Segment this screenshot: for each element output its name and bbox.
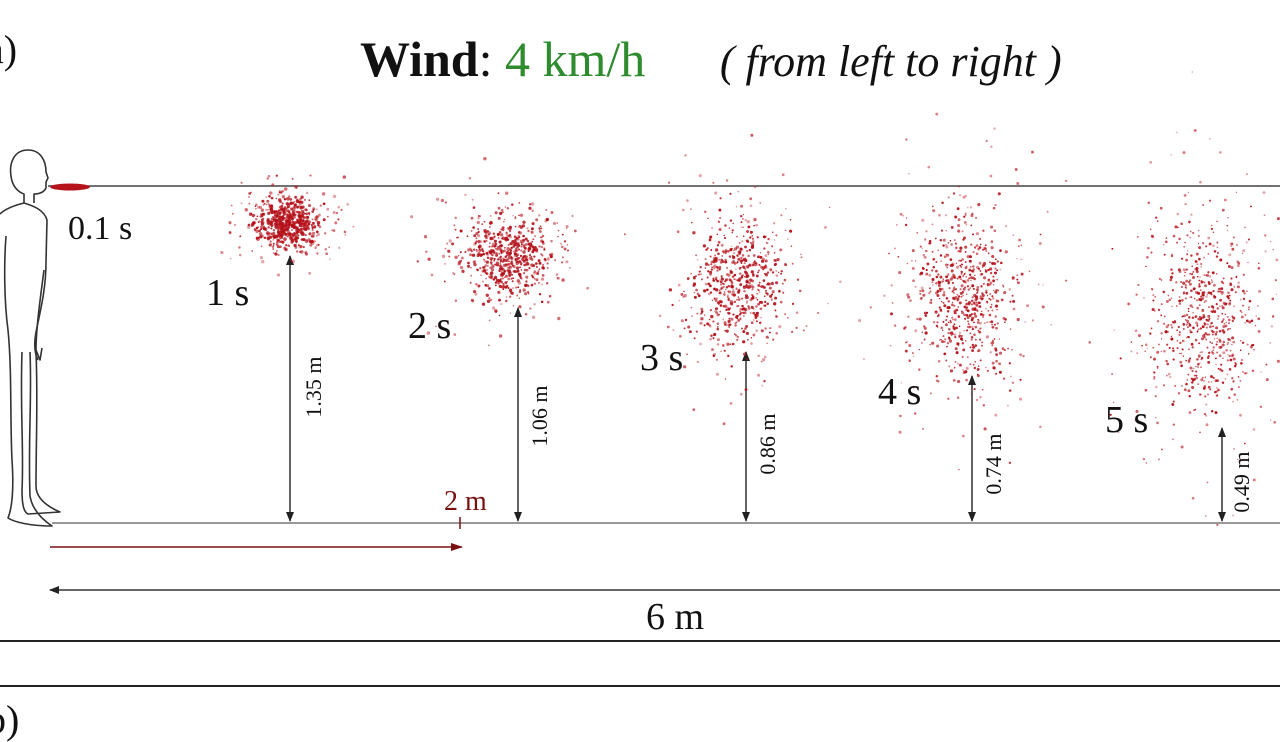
cloud-4s (858, 112, 1068, 471)
cloud-1s (220, 174, 355, 277)
diagram-canvas (0, 71, 1280, 687)
cloud-5s (1088, 71, 1280, 527)
cloud-3s (623, 133, 842, 430)
emission-time-label: 0.1 s (68, 210, 133, 247)
height-label-3s: 0.86 m (755, 413, 780, 475)
height-arrows (286, 255, 1226, 522)
panel-b-label: b) (0, 697, 20, 742)
wind-value: 4 km/h (505, 31, 646, 87)
panel-a-label: a) (0, 27, 18, 72)
cloud-2s (410, 157, 589, 347)
height-label-5s: 0.49 m (1229, 451, 1254, 513)
human-figure (0, 149, 61, 527)
height-label-4s: 0.74 m (981, 433, 1006, 495)
time-label-4s: 4 s (878, 371, 922, 413)
label-6m: 6 m (646, 596, 705, 638)
time-label-3s: 3 s (640, 337, 684, 379)
time-label-2s: 2 s (408, 305, 452, 347)
time-label-1s: 1 s (206, 272, 250, 314)
wind-label: Wind (360, 31, 479, 87)
label-2m: 2 m (444, 486, 487, 517)
initial-spray (50, 183, 90, 191)
height-label-1s: 1.35 m (301, 356, 326, 418)
wind-separator: : (478, 31, 493, 87)
droplet-clouds (220, 71, 1280, 527)
height-label-2s: 1.06 m (527, 385, 552, 447)
wind-direction-note: ( from left to right ) (719, 37, 1062, 86)
time-label-5s: 5 s (1105, 399, 1149, 441)
wind-title: Wind: 4 km/h ( from left to right ) (360, 32, 1062, 87)
